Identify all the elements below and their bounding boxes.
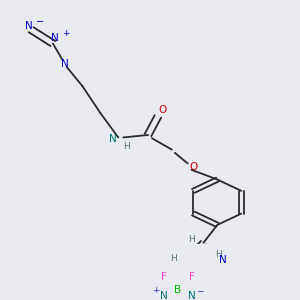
Text: F: F — [189, 272, 194, 282]
Text: O: O — [190, 162, 198, 172]
Text: N: N — [188, 291, 196, 300]
Text: N: N — [110, 134, 117, 144]
Text: N: N — [25, 22, 33, 32]
Text: N: N — [51, 33, 59, 43]
Text: +: + — [62, 29, 70, 38]
Text: H: H — [170, 254, 177, 262]
Text: H: H — [215, 250, 222, 259]
Text: H: H — [188, 235, 195, 244]
Text: N: N — [160, 291, 168, 300]
Text: F: F — [161, 272, 167, 282]
Text: H: H — [123, 142, 130, 151]
Text: B: B — [174, 285, 181, 295]
Text: N: N — [61, 59, 69, 69]
Text: O: O — [159, 105, 167, 115]
Text: +: + — [152, 286, 160, 295]
Text: N: N — [219, 255, 227, 265]
Text: −: − — [36, 17, 44, 27]
Text: −: − — [196, 286, 203, 295]
